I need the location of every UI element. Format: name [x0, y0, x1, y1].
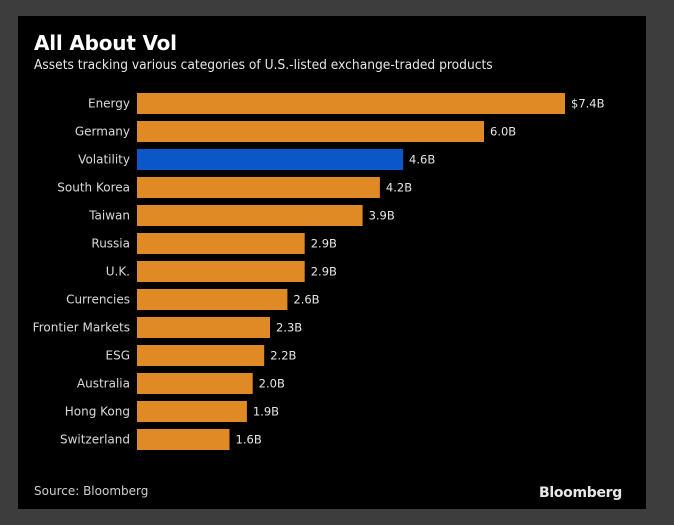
category-label: Currencies	[66, 293, 130, 307]
bars-group: Energy $7.4B Germany 6.0B Volatility 4.6B Sout…	[33, 93, 605, 450]
value-label: 2.9B	[311, 237, 337, 251]
bar-south-korea	[137, 177, 380, 198]
category-label: ESG	[106, 349, 131, 363]
category-label: Energy	[88, 97, 130, 111]
category-label: Germany	[75, 125, 130, 139]
chart-subtitle: Assets tracking various categories of U.…	[34, 58, 493, 73]
category-label: Russia	[91, 237, 130, 251]
value-label: 2.0B	[259, 377, 285, 391]
chart-title: All About Vol	[34, 31, 177, 55]
value-label: 2.9B	[311, 265, 337, 279]
bar-u-k	[137, 261, 305, 282]
bar-energy	[137, 93, 565, 114]
value-label: 1.9B	[253, 405, 279, 419]
bloomberg-logo: Bloomberg	[538, 485, 622, 501]
value-label: 3.9B	[369, 209, 395, 223]
category-label: Australia	[77, 377, 130, 391]
category-label: South Korea	[57, 181, 130, 195]
bar-currencies	[137, 289, 288, 310]
bar-germany	[137, 121, 484, 142]
value-label: 4.2B	[386, 181, 412, 195]
bar-australia	[137, 373, 253, 394]
value-label: 2.6B	[293, 293, 319, 307]
source-note: Source: Bloomberg	[34, 484, 149, 498]
bar-chart: Energy $7.4B Germany 6.0B Volatility 4.6B Sout…	[33, 93, 605, 450]
value-label: 2.3B	[276, 321, 302, 335]
category-label: Hong Kong	[65, 405, 130, 419]
bar-taiwan	[137, 205, 363, 226]
value-label: 2.2B	[270, 349, 296, 363]
category-label: Volatility	[78, 153, 130, 167]
category-label: U.K.	[106, 265, 130, 279]
bar-switzerland	[137, 429, 230, 450]
category-label: Frontier Markets	[33, 321, 130, 335]
chart-panel: All About Vol Assets tracking various ca…	[18, 16, 646, 509]
category-label: Taiwan	[88, 209, 130, 223]
bar-esg	[137, 345, 265, 366]
bar-frontier-markets	[137, 317, 270, 338]
category-label: Switzerland	[60, 433, 130, 447]
value-label: 6.0B	[490, 125, 516, 139]
bar-hong-kong	[137, 401, 247, 422]
value-label: 1.6B	[236, 433, 262, 447]
value-label: 4.6B	[409, 153, 435, 167]
bar-volatility	[137, 149, 404, 170]
bar-russia	[137, 233, 305, 254]
value-label: $7.4B	[571, 97, 605, 111]
